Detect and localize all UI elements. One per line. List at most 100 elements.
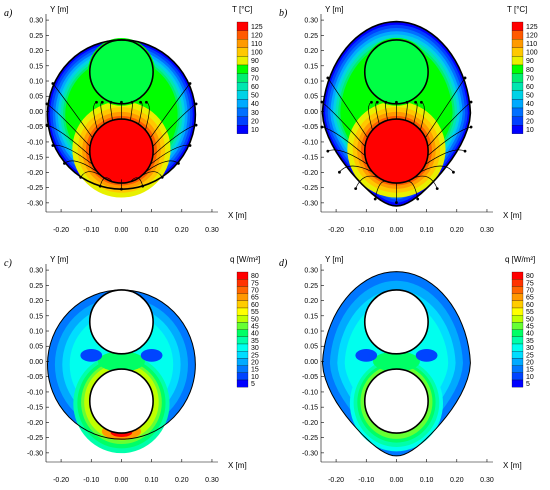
y-tick-label: -0.25 xyxy=(27,435,43,442)
y-tick-label: -0.15 xyxy=(302,405,318,412)
colorbar-swatch xyxy=(511,300,524,309)
colorbar-level-label: 70 xyxy=(251,75,259,82)
y-tick-label: 0.30 xyxy=(29,18,43,25)
panel-label: d) xyxy=(279,258,288,269)
flux-line xyxy=(46,124,91,156)
colorbar-swatch xyxy=(236,271,249,280)
flux-arrow-head xyxy=(416,197,420,201)
x-tick-label: -0.10 xyxy=(83,477,99,484)
x-axis-label: X [m] xyxy=(228,211,247,220)
flux-line xyxy=(64,160,98,173)
y-tick-label: 0.00 xyxy=(29,109,43,116)
x-tick-label: 0.10 xyxy=(420,477,434,484)
y-tick-label: -0.30 xyxy=(27,200,43,207)
colorbar-title: q [W/m²] xyxy=(505,255,535,264)
y-tick-label: 0.05 xyxy=(304,94,318,101)
y-tick-label: -0.15 xyxy=(302,155,318,162)
colorbar-level-label: 100 xyxy=(251,50,263,57)
flux-line xyxy=(321,101,366,147)
y-tick-label: 0.05 xyxy=(29,344,43,351)
colorbar-level-label: 45 xyxy=(251,324,259,331)
cold-pipe xyxy=(363,39,429,105)
colorbar-level-label: 60 xyxy=(526,84,534,91)
colorbar-level-label: 50 xyxy=(251,93,259,100)
y-tick-label: -0.10 xyxy=(302,389,318,396)
outer-boundary xyxy=(321,271,471,457)
x-ticks: -0.20 -0.10 0.00 0.10 0.20 0.30 xyxy=(328,459,494,484)
panel-label: b) xyxy=(279,8,288,19)
y-ticks: 0.30 0.25 0.20 0.15 0.10 0.05 0.00 -0.05 -0.10 -0… xyxy=(27,268,49,457)
colorbar-level-label: 60 xyxy=(251,302,259,309)
colorbar-swatch xyxy=(511,47,524,57)
colorbar-level-label: 20 xyxy=(251,118,259,125)
hot-pipe xyxy=(88,118,154,184)
colorbar-level-label: 120 xyxy=(526,32,538,39)
y-tick-label: 0.10 xyxy=(29,329,43,336)
colorbar-swatch xyxy=(511,73,524,83)
colorbar-level-label: 20 xyxy=(251,360,259,367)
colorbar-level-label: 15 xyxy=(526,367,534,374)
colorbar-level-label: 70 xyxy=(251,288,259,295)
colorbar-swatch xyxy=(236,322,249,330)
colorbar-level-label: 40 xyxy=(251,331,259,338)
colorbar-level-label: 35 xyxy=(526,338,534,345)
colorbar-swatch xyxy=(236,56,249,66)
hot-pipe xyxy=(88,368,154,434)
flux-arrow-head xyxy=(139,100,142,104)
x-tick-label: 0.10 xyxy=(145,477,159,484)
y-tick-label: 0.30 xyxy=(304,268,318,275)
flux-line xyxy=(413,175,438,189)
colorbar-swatch xyxy=(511,293,524,301)
flux-line xyxy=(327,77,368,138)
colorbar-level-label: 10 xyxy=(526,374,534,381)
panel-c-heat-flux: c) Y [m] X [m] q [W/m²] 0.30 0.25 0.20 0.15… xyxy=(4,255,260,484)
outer-boundary xyxy=(46,39,197,190)
flux-arrow-head xyxy=(320,125,324,129)
flux-arrow-head xyxy=(463,149,467,153)
panel-d-heat-flux: d) Y [m] X [m] q [W/m²] 0.30 0.25 0.20 0.15… xyxy=(279,255,535,484)
y-tick-label: 0.20 xyxy=(304,48,318,55)
y-ticks: 0.30 0.25 0.20 0.15 0.10 0.05 0.00 -0.05 -0.10 -0… xyxy=(302,268,324,457)
y-tick-label: 0.05 xyxy=(304,344,318,351)
y-tick-label: -0.30 xyxy=(27,450,43,457)
flux-neck xyxy=(97,351,145,372)
flux-line xyxy=(425,77,466,138)
flux-arrow-head xyxy=(419,100,423,104)
colorbar-level-label: 55 xyxy=(526,309,534,316)
colorbar-level-label: 10 xyxy=(526,127,534,134)
x-tick-label: 0.20 xyxy=(450,227,464,234)
colorbar-swatch xyxy=(511,279,524,287)
y-tick-label: 0.15 xyxy=(304,63,318,70)
y-tick-label: 0.00 xyxy=(304,109,318,116)
flux-arrow-head xyxy=(414,100,417,104)
colorbar-swatch xyxy=(236,73,249,83)
colorbar-swatch xyxy=(236,365,249,373)
panel-a-temperature: a) Y [m] X [m] T [°C] 0.300.250.200.150.… xyxy=(4,5,263,234)
colorbar-level-label: 20 xyxy=(526,360,534,367)
y-tick-label: 0.10 xyxy=(304,79,318,86)
colorbar-swatch xyxy=(511,82,524,91)
colorbar-level-label: 40 xyxy=(251,101,259,108)
colorbar-swatch xyxy=(511,365,524,373)
colorbar-level-label: 10 xyxy=(251,374,259,381)
panel-b-temperature: b) Y [m] X [m] T [°C] 0.300.250.200.150.… xyxy=(279,5,538,234)
flux-line xyxy=(152,103,197,147)
flux-arrow-head xyxy=(130,100,134,104)
flux-line xyxy=(427,101,472,147)
colorbar-title: T [°C] xyxy=(507,5,527,14)
plot-area xyxy=(320,264,493,463)
colorbar-swatch xyxy=(511,39,524,48)
x-tick-label: -0.20 xyxy=(328,227,344,234)
colorbar-swatch xyxy=(236,90,249,100)
flux-line xyxy=(80,171,105,179)
colorbar-swatch xyxy=(236,116,249,126)
flux-arrow-head xyxy=(370,100,373,104)
colorbar-swatch xyxy=(511,99,524,109)
flux-arrow-head xyxy=(452,170,455,174)
colorbar-swatch xyxy=(236,279,249,287)
flux-low-lobe xyxy=(80,348,103,362)
flux-arrow-head xyxy=(338,170,341,174)
flux-arrow-head xyxy=(326,149,330,153)
y-tick-label: 0.30 xyxy=(29,268,43,275)
